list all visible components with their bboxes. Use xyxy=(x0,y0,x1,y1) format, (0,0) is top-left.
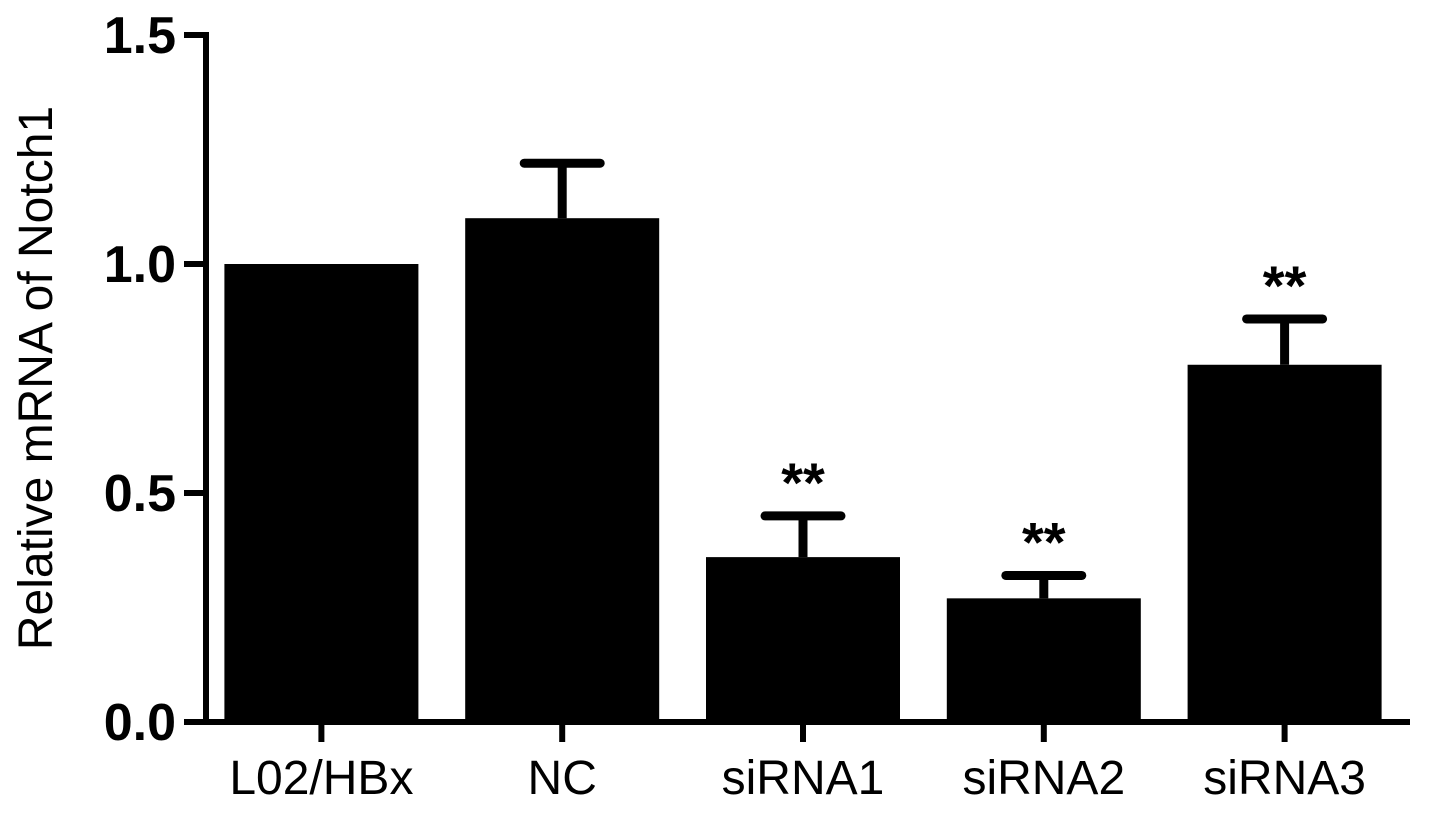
x-tick-label: siRNA1 xyxy=(722,752,885,805)
bar-sirna1 xyxy=(706,557,900,722)
x-tick-label: L02/HBx xyxy=(229,752,413,805)
x-tick-label: siRNA3 xyxy=(1203,752,1366,805)
x-tick-labels: L02/HBx NC siRNA1 siRNA2 siRNA3 xyxy=(229,752,1366,805)
bar-sirna2 xyxy=(946,598,1141,722)
bar-nc xyxy=(465,218,660,722)
significance-markers: ** ** ** xyxy=(781,254,1306,573)
bar-l02-hbx xyxy=(224,264,419,722)
bar-sirna3 xyxy=(1187,364,1382,722)
y-ticks: 0.0 0.5 1.0 1.5 xyxy=(104,7,206,752)
axes xyxy=(203,32,1410,742)
x-tick-label: NC xyxy=(528,752,597,805)
y-tick-label: 1.5 xyxy=(104,7,176,65)
significance-label: ** xyxy=(1263,254,1307,317)
x-tick-label: siRNA2 xyxy=(962,752,1125,805)
y-axis-title: Relative mRNA of Notch1 xyxy=(10,106,63,650)
y-tick-label: 1.0 xyxy=(104,236,176,294)
y-tick-label: 0.0 xyxy=(104,694,176,752)
significance-label: ** xyxy=(1022,510,1066,573)
significance-label: ** xyxy=(781,451,825,514)
y-tick-label: 0.5 xyxy=(104,465,176,523)
bars xyxy=(224,218,1382,722)
error-bars xyxy=(519,158,1328,599)
